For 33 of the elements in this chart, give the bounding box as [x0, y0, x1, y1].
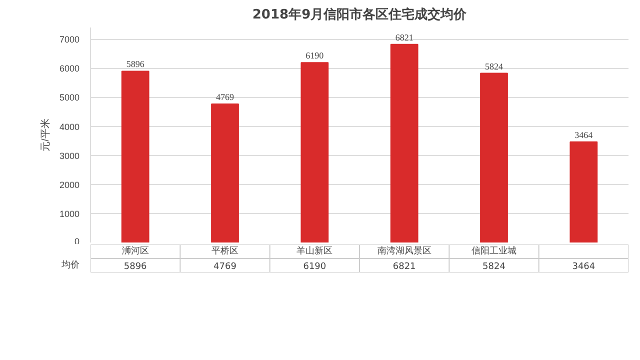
bar	[300, 62, 329, 242]
text: 均价	[60, 260, 80, 270]
x-tick-label: 浉河区	[122, 246, 149, 256]
x-tick-label: 南湾湖风景区	[377, 246, 432, 256]
text: 3464	[574, 130, 593, 140]
text: 5824	[485, 61, 503, 72]
y-tick-label: 6000	[59, 64, 80, 74]
y-tick-label: 4000	[59, 122, 80, 132]
text: 6821	[395, 32, 414, 42]
x-tick-label: 平桥区	[212, 246, 238, 256]
data-label: 4769	[214, 262, 237, 272]
chart-title: 2018年9月信阳市各区住宅成交均价	[252, 6, 468, 22]
bar	[121, 70, 150, 242]
text: 4769	[216, 92, 234, 102]
bar	[390, 44, 418, 242]
y-axis-title: 元/平米	[39, 118, 52, 152]
data-label: 6190	[303, 262, 326, 272]
data-label: 6821	[392, 262, 416, 272]
bar	[570, 141, 598, 242]
data-label: 5896	[124, 262, 148, 272]
data-label: 5824	[482, 262, 506, 272]
x-tick-label: 信阳工业城	[472, 246, 516, 256]
y-tick-label: 2000	[59, 180, 80, 190]
bar	[211, 103, 239, 242]
bar	[480, 72, 508, 242]
data-label: 3464	[572, 262, 596, 272]
text: 5896	[126, 59, 144, 70]
text: 6190	[306, 50, 324, 61]
y-tick-label: 1000	[59, 208, 80, 219]
y-tick-label: 7000	[59, 34, 80, 45]
y-tick-label: 5000	[59, 92, 80, 103]
x-tick-label: 羊山新区	[296, 246, 333, 256]
y-tick-label: 3000	[59, 150, 80, 161]
